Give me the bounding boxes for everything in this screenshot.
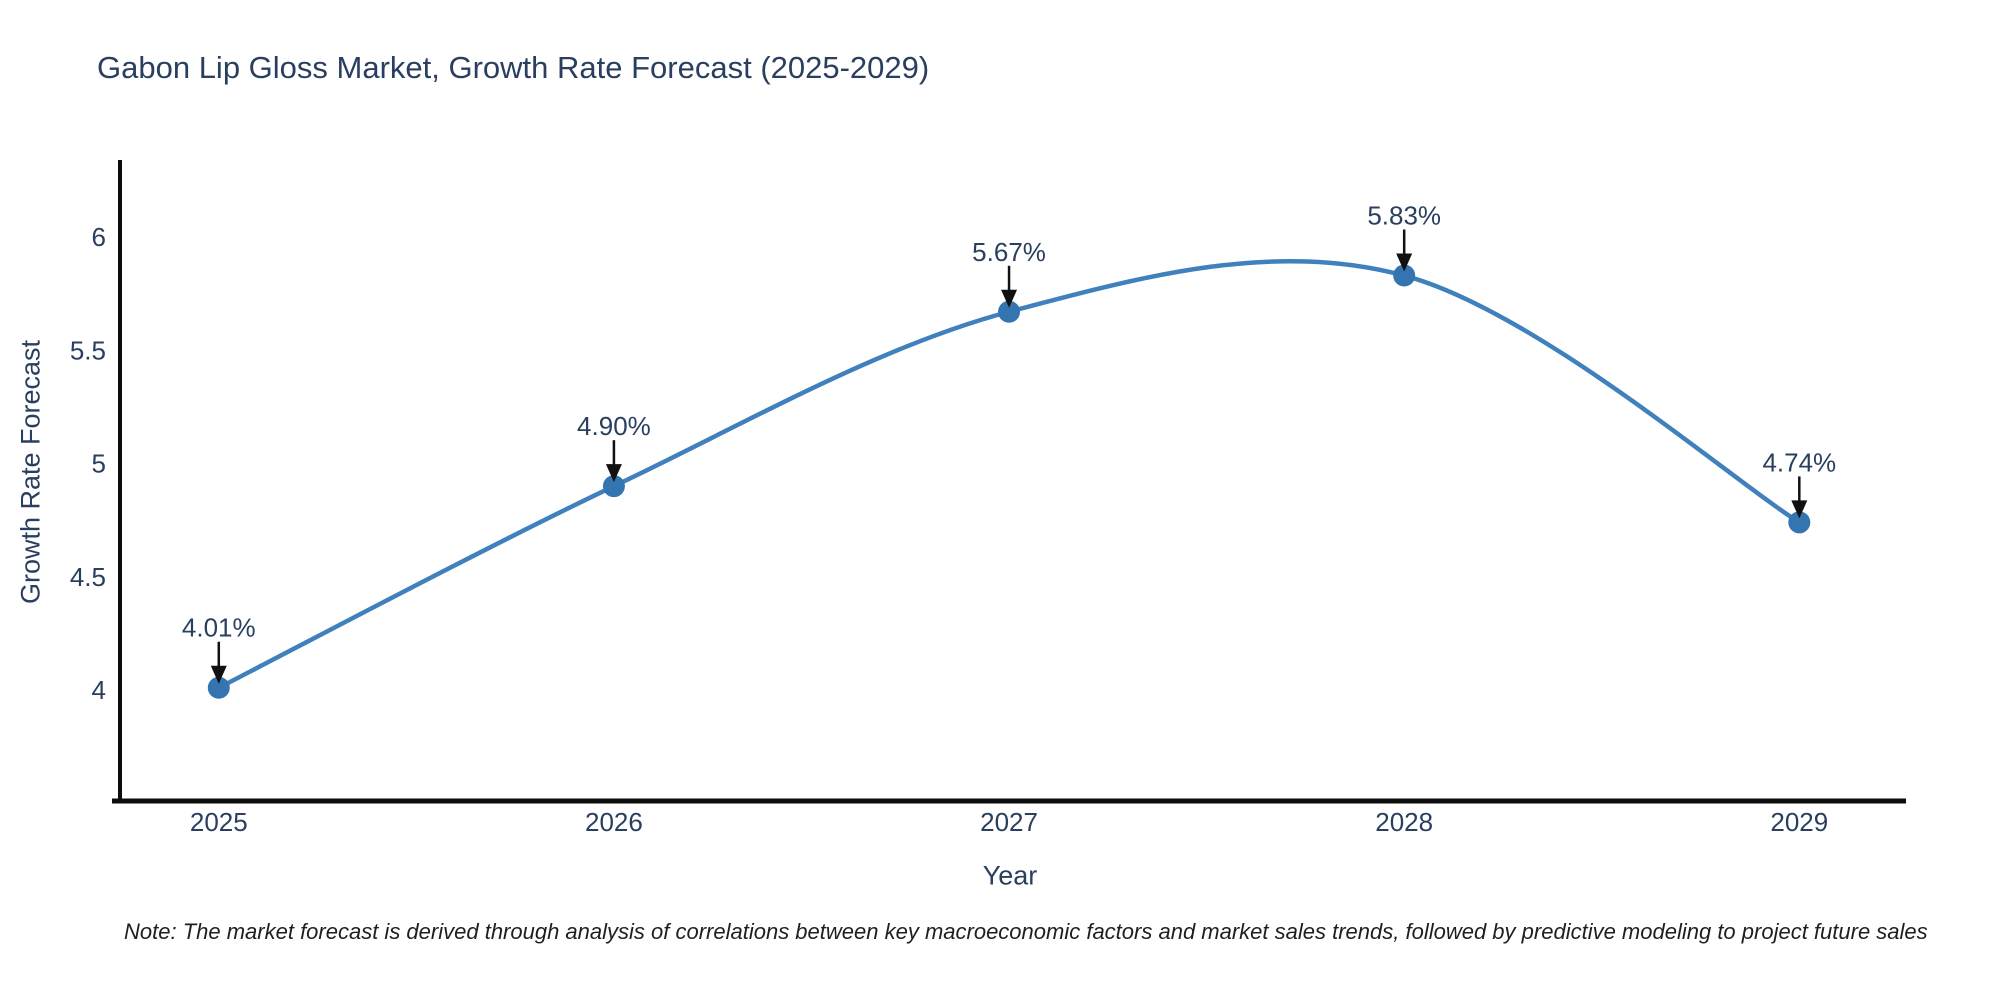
point-annotation: 4.01% (182, 613, 256, 643)
point-annotation: 5.83% (1367, 201, 1441, 231)
footnote: Note: The market forecast is derived thr… (124, 919, 1928, 944)
data-point-marker[interactable] (602, 475, 625, 498)
data-point-marker[interactable] (1788, 511, 1811, 534)
x-tick-label: 2027 (980, 807, 1038, 837)
data-point-marker[interactable] (998, 300, 1021, 323)
point-annotation: 4.90% (577, 411, 651, 441)
annotation-arrowhead (605, 464, 622, 483)
x-axis-title: Year (982, 860, 1038, 891)
x-tick-label: 2025 (190, 807, 248, 837)
x-tick-label: 2029 (1770, 807, 1828, 837)
data-point-marker[interactable] (207, 676, 230, 699)
series-line (216, 258, 1802, 690)
annotation-arrowhead (210, 665, 227, 684)
y-tick-label: 5.5 (70, 335, 106, 365)
annotation-arrowhead (1396, 253, 1413, 272)
point-annotation: 4.74% (1762, 447, 1836, 477)
data-point-marker[interactable] (1393, 264, 1416, 287)
point-annotation: 5.67% (972, 237, 1046, 267)
y-tick-label: 5 (92, 449, 106, 479)
y-tick-label: 6 (92, 222, 106, 252)
y-tick-label: 4.5 (70, 562, 106, 592)
x-tick-label: 2026 (585, 807, 643, 837)
y-axis-title: Growth Rate Forecast (15, 339, 46, 605)
chart-title: Gabon Lip Gloss Market, Growth Rate Fore… (97, 50, 930, 85)
annotation-arrowhead (1001, 289, 1018, 308)
y-tick-label: 4 (92, 675, 106, 705)
x-tick-label: 2028 (1375, 807, 1433, 837)
annotation-arrowhead (1791, 500, 1808, 519)
